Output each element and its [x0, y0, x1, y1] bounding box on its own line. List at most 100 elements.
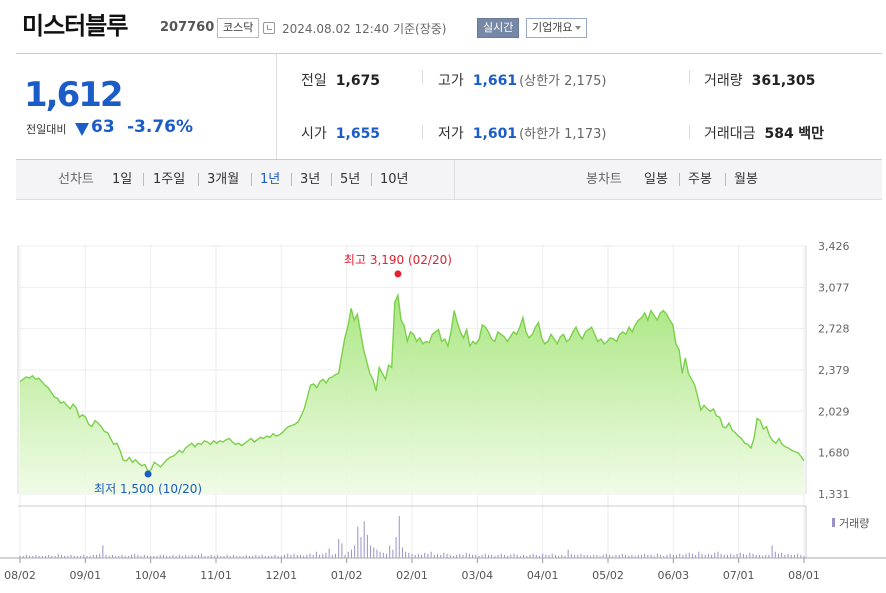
quote-panel: 1,612 전일대비 63 -3.76% 전일 1,675 시가 1,655 고가 1… [16, 53, 882, 160]
annotations: 최고 3,190 (02/20) 최저 1,500 (10/20) [94, 253, 452, 496]
period-10y[interactable]: 10년 [380, 172, 409, 187]
chart-axes: 3,426 3,077 2,728 2,379 2,029 1,680 1,331 08/02… [0, 240, 886, 582]
candle-monthly[interactable]: 월봉 [734, 172, 758, 187]
open-label: 시가 [301, 126, 327, 142]
prev-close-label: 전일 [301, 73, 327, 89]
x-tick-label: 05/02 [592, 569, 624, 582]
divider [198, 173, 199, 186]
candle-chart-label: 봉차트 [586, 172, 622, 187]
divider [291, 173, 292, 186]
divider [679, 173, 680, 186]
period-3m[interactable]: 3개월 [207, 172, 240, 187]
clock-icon [263, 22, 275, 34]
low-value: 1,601 [472, 126, 518, 142]
period-selector: 선차트 1일 1주일 3개월 1년 3년 5년 10년 봉차트 일봉 주봉 월봉 [16, 160, 882, 200]
open-price: 시가 1,655 [301, 125, 380, 143]
divider [454, 160, 455, 200]
change-label: 전일대비 [26, 123, 67, 136]
y-tick-label: 2,728 [818, 323, 850, 336]
stock-header: 미스터블루 207760 코스닥 2024.08.02 12:40 기준(장중)… [0, 0, 886, 46]
y-tick-label: 2,379 [818, 364, 850, 377]
divider [422, 70, 423, 84]
volume-label: 거래량 [704, 73, 743, 89]
company-overview-dropdown[interactable]: 기업개요 [526, 18, 588, 38]
x-tick-label: 07/01 [723, 569, 755, 582]
period-1w[interactable]: 1주일 [153, 172, 186, 187]
x-tick-label: 10/04 [135, 569, 167, 582]
divider [689, 125, 690, 139]
upper-limit: (상한가 2,175) [519, 74, 607, 89]
divider [371, 173, 372, 186]
down-arrow-icon [75, 123, 89, 136]
candle-weekly[interactable]: 주봉 [688, 172, 712, 187]
amount-label: 거래대금 [704, 126, 756, 142]
high-point [394, 270, 402, 278]
amount-unit: 백만 [798, 126, 824, 142]
chevron-down-icon [575, 26, 582, 30]
trade-amount: 거래대금 584 백만 [704, 125, 824, 143]
realtime-badge[interactable]: 실시간 [477, 18, 520, 38]
price-summary: 1,612 전일대비 63 -3.76% [16, 54, 277, 159]
prev-close: 전일 1,675 [301, 72, 380, 90]
datetime: 2024.08.02 12:40 [282, 22, 390, 36]
high-price: 고가 1,661 (상한가 2,175) [438, 72, 606, 91]
basis-label: 기준(장중) [392, 22, 447, 36]
volume-legend-label: 거래량 [839, 517, 869, 530]
period-1y[interactable]: 1년 [260, 172, 281, 187]
x-tick-label: 11/01 [200, 569, 232, 582]
x-tick-label: 12/01 [265, 569, 297, 582]
high-label: 고가 [438, 73, 464, 89]
x-tick-label: 08/02 [4, 569, 36, 582]
period-5y[interactable]: 5년 [340, 172, 361, 187]
volume-legend-swatch [832, 518, 835, 527]
divider [331, 173, 332, 186]
candle-daily[interactable]: 일봉 [644, 172, 668, 187]
divider [143, 173, 144, 186]
divider [689, 70, 690, 84]
lower-limit: (하한가 1,173) [519, 127, 607, 142]
line-chart-label: 선차트 [58, 172, 94, 187]
stock-code: 207760 [160, 20, 215, 35]
x-tick-label: 03/04 [461, 569, 493, 582]
low-label: 저가 [438, 126, 464, 142]
price-area-fill [20, 295, 804, 494]
y-tick-label: 1,331 [818, 488, 850, 501]
y-tick-label: 3,426 [818, 240, 850, 253]
change-percent: -3.76% [127, 117, 194, 137]
chart-svg: 최고 3,190 (02/20)최저 1,500 (10/20) 3,4263,… [0, 240, 886, 582]
price-line [19, 292, 805, 473]
divider [251, 173, 252, 186]
x-tick-label: 09/01 [69, 569, 101, 582]
price-area [19, 292, 805, 494]
x-tick-label: 04/01 [527, 569, 559, 582]
x-tick-label: 06/03 [657, 569, 689, 582]
volume-value: 361,305 [751, 73, 816, 89]
price-chart[interactable]: 최고 3,190 (02/20) 최저 1,500 (10/20) 3,426 3,… [0, 200, 886, 589]
market-badge: 코스닥 [217, 18, 260, 38]
stock-name: 미스터블루 [22, 12, 128, 40]
period-3y[interactable]: 3년 [300, 172, 321, 187]
divider [725, 173, 726, 186]
high-annotation: 최고 3,190 (02/20) [344, 253, 452, 267]
high-value: 1,661 [472, 73, 518, 89]
current-price: 1,612 [24, 75, 124, 115]
y-tick-label: 1,680 [818, 447, 850, 460]
y-tick-label: 2,029 [818, 405, 850, 418]
amount-value: 584 [764, 126, 794, 142]
x-tick-label: 01/02 [331, 569, 363, 582]
prev-close-value: 1,675 [335, 73, 381, 89]
open-value: 1,655 [335, 126, 381, 142]
volume: 거래량 361,305 [704, 72, 815, 90]
period-1d[interactable]: 1일 [112, 172, 133, 187]
low-point [144, 470, 152, 478]
change-value: 63 [91, 117, 115, 137]
timestamp: 2024.08.02 12:40 기준(장중) [282, 21, 446, 37]
divider [422, 125, 423, 139]
low-annotation: 최저 1,500 (10/20) [94, 482, 202, 496]
low-price: 저가 1,601 (하한가 1,173) [438, 125, 606, 144]
x-tick-label: 08/01 [788, 569, 820, 582]
company-overview-label: 기업개요 [532, 21, 573, 34]
x-tick-label: 02/01 [396, 569, 428, 582]
volume-bars [19, 516, 805, 558]
y-tick-label: 3,077 [818, 281, 850, 294]
